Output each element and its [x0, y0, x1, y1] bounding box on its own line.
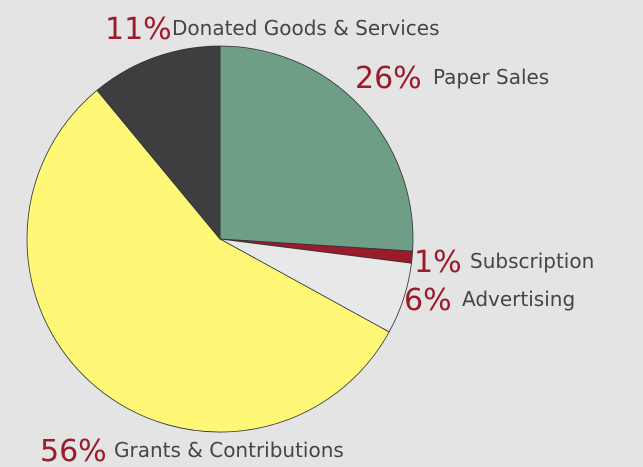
category-label: Paper Sales: [433, 65, 549, 89]
pie-slice: [26, 89, 390, 433]
category-label: Subscription: [470, 249, 594, 273]
value-label: 6%: [404, 283, 452, 318]
category-label: Grants & Contributions: [114, 438, 344, 462]
value-label: 26%: [355, 61, 422, 96]
value-label: 11%: [105, 12, 172, 47]
category-label: Donated Goods & Services: [172, 16, 440, 40]
pie-slice: [219, 45, 414, 252]
value-label: 1%: [414, 245, 462, 280]
category-label: Advertising: [462, 287, 575, 311]
value-label: 56%: [40, 434, 107, 467]
pie-slice: [96, 45, 221, 241]
